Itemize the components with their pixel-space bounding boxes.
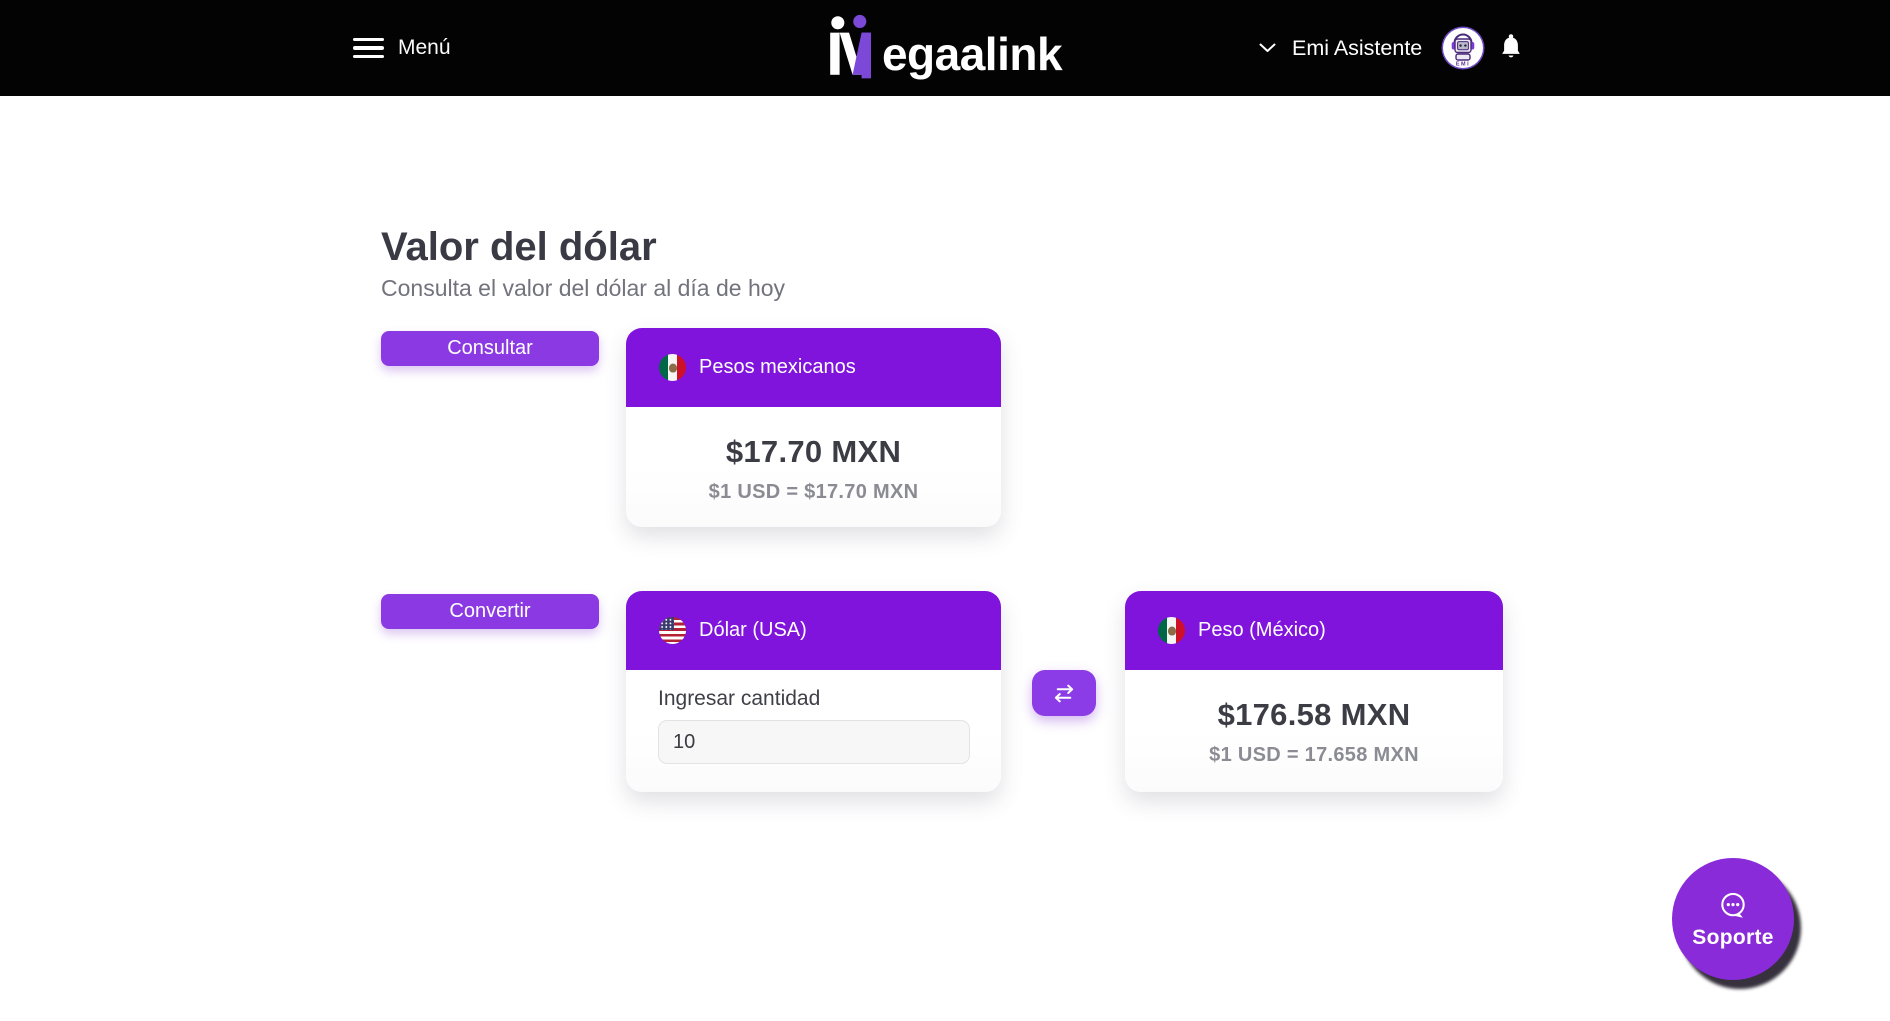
logo[interactable]: egaalink bbox=[828, 14, 1063, 80]
mexico-flag-icon bbox=[1158, 617, 1185, 644]
user-area: Emi Asistente EMI bbox=[1252, 0, 1524, 96]
to-currency-label: Peso (México) bbox=[1198, 619, 1326, 641]
consult-currency-label: Pesos mexicanos bbox=[699, 356, 856, 378]
menu-label: Menú bbox=[398, 36, 451, 59]
user-menu-button[interactable]: Emi Asistente bbox=[1252, 35, 1428, 62]
usa-flag-icon bbox=[659, 617, 686, 644]
notifications-button[interactable] bbox=[1498, 34, 1524, 62]
consult-card: Pesos mexicanos $17.70 MXN $1 USD = $17.… bbox=[626, 328, 1001, 527]
converted-value: $176.58 MXN bbox=[1217, 697, 1411, 732]
dollar-rate: $1 USD = $17.70 MXN bbox=[708, 481, 919, 503]
mexico-flag-icon bbox=[659, 354, 686, 381]
amount-input[interactable] bbox=[658, 720, 970, 764]
navbar: Menú egaalink Emi Asistente bbox=[0, 0, 1890, 96]
robot-avatar-icon: EMI bbox=[1443, 28, 1483, 68]
bell-icon bbox=[1502, 34, 1521, 58]
support-label: Soporte bbox=[1692, 925, 1774, 949]
logo-m-icon bbox=[830, 14, 871, 79]
hamburger-icon bbox=[353, 37, 384, 59]
chevron-down-icon bbox=[1259, 43, 1276, 52]
swap-currencies-button[interactable] bbox=[1032, 670, 1096, 716]
page-subtitle: Consulta el valor del dólar al día de ho… bbox=[381, 275, 786, 301]
convert-from-card: Dólar (USA) Ingresar cantidad bbox=[626, 591, 1001, 792]
avatar-label: EMI bbox=[1456, 62, 1470, 68]
consult-card-header: Pesos mexicanos bbox=[626, 328, 1001, 407]
menu-button[interactable]: Menú bbox=[347, 0, 457, 96]
converted-rate: $1 USD = 17.658 MXN bbox=[1209, 744, 1419, 766]
convert-to-header: Peso (México) bbox=[1125, 591, 1503, 670]
support-button[interactable]: Soporte bbox=[1672, 858, 1794, 980]
dollar-value: $17.70 MXN bbox=[725, 434, 902, 469]
from-currency-label: Dólar (USA) bbox=[699, 619, 807, 641]
consultar-button[interactable]: Consultar bbox=[381, 331, 599, 366]
amount-input-label: Ingresar cantidad bbox=[658, 687, 821, 710]
convert-to-card: Peso (México) $176.58 MXN $1 USD = 17.65… bbox=[1125, 591, 1503, 792]
chat-bubble-icon bbox=[1721, 892, 1745, 918]
convert-from-header: Dólar (USA) bbox=[626, 591, 1001, 670]
page-title: Valor del dólar bbox=[381, 224, 657, 269]
convertir-button[interactable]: Convertir bbox=[381, 594, 599, 629]
user-name: Emi Asistente bbox=[1292, 35, 1423, 60]
avatar[interactable]: EMI bbox=[1443, 28, 1484, 68]
swap-arrows-icon bbox=[1054, 684, 1074, 702]
logo-text: egaalink bbox=[881, 28, 1063, 80]
